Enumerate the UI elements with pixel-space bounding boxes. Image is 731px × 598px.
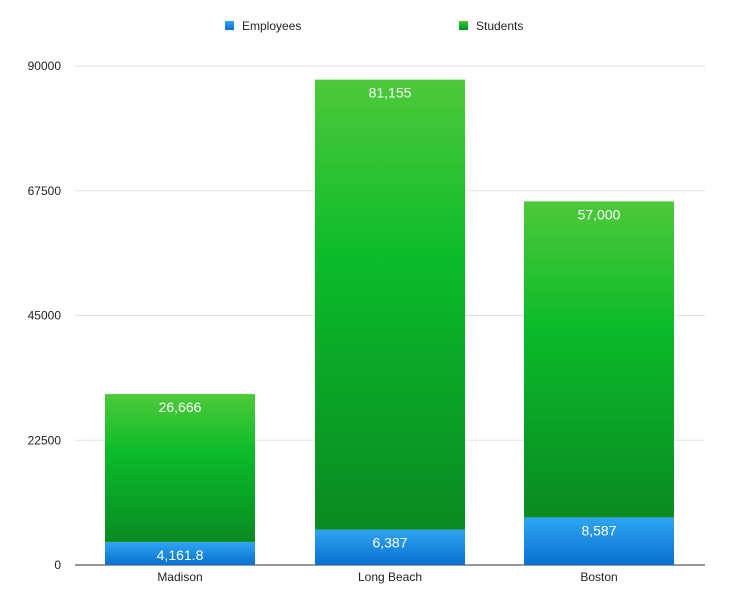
data-label: 8,587 [581,522,616,538]
x-category-label: Madison [157,570,202,584]
y-tick-label: 67500 [28,184,62,198]
y-tick-label: 0 [54,558,61,572]
bar-employees-boston [524,517,674,565]
data-label: 4,161.8 [157,547,204,563]
bar-students-madison [105,394,255,542]
bar-employees-long-beach [315,529,465,565]
bar-students-long-beach [315,79,465,530]
legend-swatch-students [459,21,468,30]
x-category-label: Long Beach [358,570,422,584]
x-axis: Madison Long Beach Boston [157,570,617,584]
data-labels: 4,161.8 26,666 6,387 81,155 8,587 57,000 [157,85,621,563]
data-label: 26,666 [159,399,202,415]
legend-label-students: Students [476,19,523,33]
legend-label-employees: Employees [242,19,301,33]
data-label: 6,387 [372,535,407,551]
x-category-label: Boston [580,570,617,584]
y-tick-label: 45000 [28,309,62,323]
legend-swatch-employees [225,21,234,30]
bar-employees-madison [105,541,255,565]
data-label: 57,000 [578,206,621,222]
bars [105,79,674,565]
y-tick-label: 22500 [28,433,62,447]
bar-students-boston [524,201,674,518]
data-label: 81,155 [369,85,412,101]
legend: Employees Students [225,19,523,33]
y-tick-label: 90000 [28,59,62,73]
